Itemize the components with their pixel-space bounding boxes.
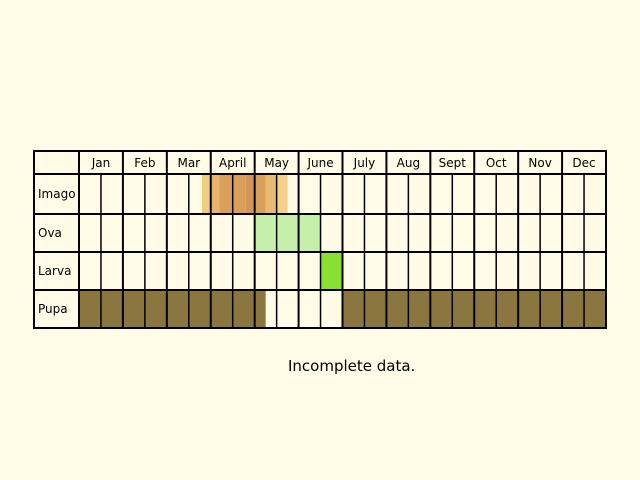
month-label-june: June: [306, 156, 333, 170]
month-label-sept: Sept: [439, 156, 467, 170]
month-label-mar: Mar: [177, 156, 200, 170]
period-ova-1: [298, 214, 321, 252]
grid-lines: [33, 150, 607, 329]
month-label-jan: Jan: [91, 156, 111, 170]
period-imago-6: [276, 174, 288, 214]
month-label-dec: Dec: [572, 156, 595, 170]
incomplete-data-note: Incomplete data.: [288, 357, 416, 375]
period-pupa-0: [79, 290, 266, 328]
grid-labels: Jan Feb Mar April May June July Aug Sept Oct Nov De…: [38, 156, 596, 316]
period-imago-0: [201, 174, 210, 214]
period-imago-3: [245, 174, 255, 214]
month-label-feb: Feb: [134, 156, 155, 170]
stage-label-imago: Imago: [38, 187, 76, 201]
month-label-nov: Nov: [528, 156, 551, 170]
month-label-oct: Oct: [486, 156, 507, 170]
month-label-aug: Aug: [397, 156, 420, 170]
month-label-may: May: [264, 156, 289, 170]
month-label-april: April: [219, 156, 246, 170]
period-imago-5: [265, 174, 277, 214]
stage-label-pupa: Pupa: [38, 302, 68, 316]
period-larva-0: [320, 252, 343, 290]
stage-label-ova: Ova: [38, 226, 62, 240]
period-imago-4: [254, 174, 266, 214]
stage-label-larva: Larva: [38, 264, 71, 278]
month-label-july: July: [353, 156, 376, 170]
period-imago-1: [209, 174, 220, 214]
